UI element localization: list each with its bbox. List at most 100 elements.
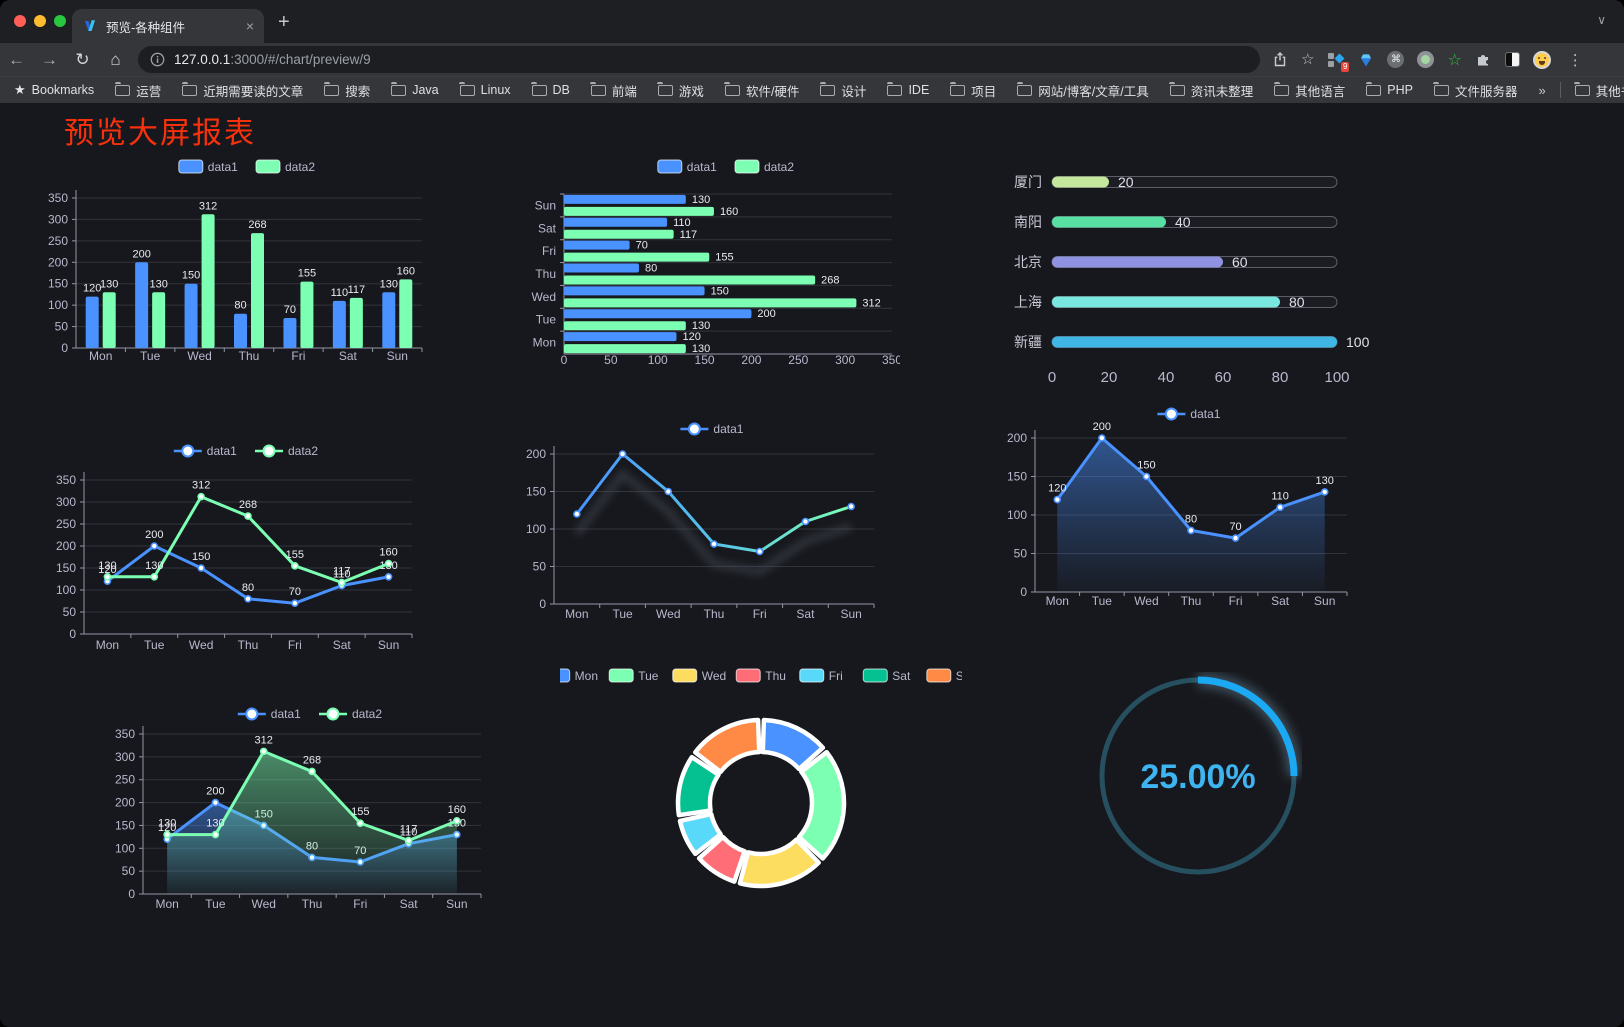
gauge-chart[interactable]: 25.00% — [1094, 672, 1302, 880]
bookmark-folder-java[interactable]: Java — [390, 81, 439, 97]
share-icon[interactable] — [1272, 51, 1288, 68]
home-icon[interactable]: ⌂ — [110, 49, 121, 69]
x-axis-label: Mon — [155, 897, 178, 911]
forward-icon[interactable]: → — [41, 49, 58, 69]
legend-item[interactable]: data1 — [178, 159, 238, 174]
value-label: 70 — [284, 304, 296, 316]
bookmark-folder-sites[interactable]: 网站/博客/文章/工具 — [1016, 81, 1149, 100]
minimize-window-icon[interactable] — [34, 15, 46, 27]
legend-item[interactable]: data1 — [657, 159, 717, 174]
bar-chart[interactable]: data1 data2 0 50 100 150 200 250 300 350 Mon Tue Wed… — [40, 152, 438, 366]
bookmark-folder-db[interactable]: DB — [531, 81, 570, 97]
y-axis-label: 250 — [48, 234, 68, 248]
bookmark-folder-frontend[interactable]: 前端 — [590, 81, 637, 100]
bar — [332, 300, 346, 348]
green-star-extension-icon[interactable]: ☆ — [1447, 51, 1462, 69]
legend-item[interactable]: data1 — [237, 707, 301, 721]
bookmark-folder-software[interactable]: 软件/硬件 — [724, 81, 799, 100]
area-line-chart[interactable]: data1 0 50 100 150 200 Mon Tue Wed Thu Fri Sat Sun 12… — [985, 402, 1355, 609]
bookmark-folder-games[interactable]: 游戏 — [657, 81, 704, 100]
x-axis-label: Fri — [753, 607, 767, 621]
bookmark-folder-news[interactable]: 资讯未整理 — [1169, 81, 1253, 100]
data-point — [618, 450, 627, 458]
gem-extension-icon[interactable] — [1358, 52, 1374, 68]
data-point — [1320, 488, 1329, 496]
legend-item[interactable]: Tue — [608, 668, 659, 683]
legend-item[interactable]: data1 — [1157, 407, 1221, 421]
dual-area-chart[interactable]: data1 data2 0 50 100 150 200 250 300 350 Mon Tue Wed… — [95, 700, 487, 915]
bookmark-folder-design[interactable]: 设计 — [819, 81, 866, 100]
url-bar[interactable]: 127.0.0.1:3000/#/chart/preview/9 — [138, 46, 1260, 73]
bookmark-folder-yunying[interactable]: 运营 — [114, 81, 161, 100]
reload-icon[interactable]: ↻ — [75, 49, 90, 69]
bookmark-folder-linux[interactable]: Linux — [459, 81, 511, 97]
tab-search-chevron-icon[interactable]: ∨ — [1597, 13, 1606, 27]
y-axis-label: Tue — [536, 313, 557, 327]
contrast-extension-icon[interactable] — [1504, 52, 1520, 67]
legend-label: data2 — [285, 160, 315, 174]
value-label: 20 — [1118, 174, 1134, 190]
dual-line-chart[interactable]: data1 data2 0 50 100 150 200 250 300 350 Mon Tue Wed… — [40, 438, 426, 654]
legend-item[interactable]: Thu — [735, 668, 786, 683]
x-axis-label: Thu — [302, 897, 323, 911]
bookmark-folder-search[interactable]: 搜索 — [323, 81, 370, 100]
site-info-icon[interactable] — [150, 52, 165, 67]
donut-chart[interactable]: Mon Tue Wed Thu Fri Sat Sun — [560, 660, 962, 900]
bookmarks-overflow-icon[interactable]: » — [1538, 82, 1546, 98]
fullscreen-window-icon[interactable] — [54, 15, 66, 27]
bookmark-folder-php[interactable]: PHP — [1365, 81, 1413, 97]
url-path: :3000/#/chart/preview/9 — [230, 52, 371, 67]
legend-item[interactable]: Sun — [926, 668, 962, 683]
data-point — [197, 492, 205, 501]
bookmarks-manager[interactable]: ★ Bookmarks — [14, 82, 94, 98]
bookmark-page-star-icon[interactable]: ☆ — [1301, 50, 1315, 68]
x-axis-label: Sun — [378, 638, 399, 652]
close-tab-icon[interactable]: × — [245, 18, 254, 34]
gradient-line-chart[interactable]: data1 0 50 100 150 200 Mon Tue Wed Thu Fri Sat Sun — [500, 418, 884, 623]
x-axis-label: Tue — [612, 607, 633, 621]
legend-item[interactable]: data2 — [255, 444, 318, 458]
legend-item[interactable]: Sat — [862, 668, 911, 683]
value-label: 130 — [1316, 475, 1334, 487]
value-label: 268 — [239, 499, 257, 511]
progress-bars-chart[interactable]: 厦门 20 南阳 40 北京 60 上海 80 新疆 100 0 20 40 60 80 100 — [998, 158, 1378, 386]
value-label: 120 — [98, 564, 116, 576]
toolbar-actions: ☆ 9 ⌘ ☆ ⋮ — [1272, 50, 1583, 72]
bookmark-folder-articles[interactable]: 近期需要读的文章 — [181, 81, 303, 100]
data-point — [259, 747, 268, 756]
legend-item[interactable]: data2 — [255, 159, 315, 174]
legend-item[interactable]: Fri — [799, 668, 843, 683]
legend-item[interactable]: data2 — [319, 707, 382, 721]
back-icon[interactable]: ← — [8, 49, 25, 69]
bar — [564, 332, 677, 342]
green-dot-extension-icon[interactable] — [1417, 51, 1435, 68]
emoji-extension-icon[interactable] — [1532, 50, 1551, 69]
legend-item[interactable]: data1 — [680, 422, 744, 436]
y-axis-label: 50 — [63, 605, 77, 619]
command-extension-icon[interactable]: ⌘ — [1387, 51, 1405, 68]
x-axis-label: 300 — [835, 353, 855, 367]
bookmark-folder-fileserver[interactable]: 文件服务器 — [1433, 81, 1517, 100]
y-axis-label: 50 — [122, 864, 136, 878]
extension-grid-icon[interactable]: 9 — [1327, 51, 1350, 72]
legend-item[interactable]: data2 — [734, 159, 794, 174]
value-label: 120 — [83, 283, 101, 295]
bookmark-folder-projects[interactable]: 项目 — [949, 81, 996, 100]
new-tab-button[interactable]: + — [278, 11, 290, 33]
legend-item[interactable]: data1 — [173, 444, 237, 458]
legend-label: data2 — [764, 160, 794, 174]
bookmark-folder-ide[interactable]: IDE — [886, 81, 929, 97]
y-axis-label: 200 — [526, 447, 546, 461]
legend-item[interactable]: Wed — [672, 668, 726, 683]
bookmark-folder-otherlang[interactable]: 其他语言 — [1273, 81, 1345, 100]
browser-menu-icon[interactable]: ⋮ — [1567, 51, 1583, 69]
value-label: 160 — [379, 547, 397, 559]
bar — [564, 206, 714, 216]
puzzle-extensions-icon[interactable] — [1475, 51, 1492, 68]
legend-item[interactable]: Mon — [560, 668, 598, 683]
other-bookmarks-folder[interactable]: 其他书签 — [1574, 81, 1624, 100]
browser-tab[interactable]: 预览-各种组件 × — [72, 9, 264, 43]
close-window-icon[interactable] — [14, 15, 26, 27]
bookmarks-star-icon: ★ — [14, 82, 26, 97]
